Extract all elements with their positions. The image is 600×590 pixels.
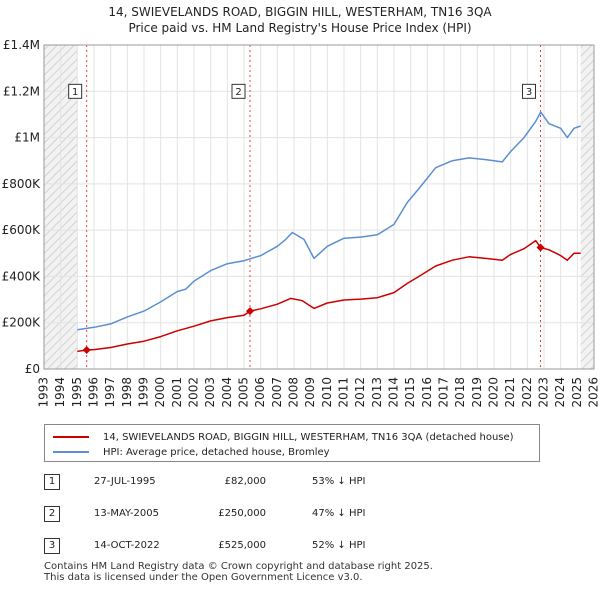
footer-copyright: Contains HM Land Registry data © Crown c… — [44, 561, 433, 572]
sale-marker-box — [522, 83, 536, 99]
sale-marker-label: 1 — [72, 87, 78, 98]
legend-label-property: 14, SWIEVELANDS ROAD, BIGGIN HILL, WESTE… — [103, 431, 514, 443]
x-tick-label: 2020 — [487, 377, 501, 408]
x-tick-label: 2013 — [370, 377, 384, 408]
x-tick-label: 1996 — [87, 377, 101, 408]
legend-swatch-property — [53, 436, 89, 438]
sale-hpi-diff: 47% ↓ HPI — [312, 508, 366, 519]
x-tick-label: 2016 — [420, 377, 434, 408]
x-tick-label: 2002 — [187, 377, 201, 408]
chart-subtitle: Price paid vs. HM Land Registry's House … — [128, 21, 472, 35]
price-chart: 1 2 3 1993 1994 1995 1996 1997 1998 1999 2000 2001… — [2, 38, 600, 408]
sale-marker-number: 2 — [44, 506, 60, 522]
x-tick-label: 2005 — [237, 377, 251, 408]
sale-price: £250,000 — [218, 508, 266, 519]
property-price-line — [77, 239, 581, 353]
sale-row: 1 27-JUL-1995 £82,000 53% ↓ HPI — [44, 474, 564, 492]
y-tick-label: £200K — [2, 316, 42, 330]
hatched-region — [580, 45, 594, 369]
sale-hpi-diff: 52% ↓ HPI — [312, 540, 366, 551]
sale-price: £82,000 — [224, 476, 266, 487]
sale-marker-box — [231, 83, 246, 99]
sale-date: 27-JUL-1995 — [94, 476, 156, 487]
chart-title-block: 14, SWIEVELANDS ROAD, BIGGIN HILL, WESTE… — [0, 4, 600, 36]
x-tick-label: 2012 — [353, 377, 367, 408]
sale-point — [536, 243, 545, 252]
y-tick-label: £600K — [2, 223, 42, 237]
x-tick-label: 2010 — [320, 377, 334, 408]
x-tick-label: 2008 — [287, 377, 301, 408]
x-tick-label: 2019 — [470, 377, 484, 408]
x-tick-label: 2026 — [587, 377, 600, 408]
legend: 14, SWIEVELANDS ROAD, BIGGIN HILL, WESTE… — [44, 424, 540, 462]
sale-hpi-diff: 53% ↓ HPI — [312, 476, 366, 487]
x-tick-label: 2011 — [337, 377, 351, 408]
x-tick-label: 2003 — [203, 377, 217, 408]
x-tick-label: 2014 — [387, 377, 401, 408]
x-tick-label: 2000 — [153, 377, 167, 408]
x-tick-label: 2017 — [437, 377, 451, 408]
y-tick-label: £1M — [14, 131, 40, 145]
sale-marker-label: 2 — [235, 87, 241, 98]
x-tick-label: 1998 — [120, 377, 134, 408]
sale-marker-label: 3 — [526, 87, 532, 98]
footer-licence: This data is licensed under the Open Gov… — [44, 572, 363, 583]
x-tick-label: 1994 — [53, 377, 67, 408]
sale-marker-box — [68, 83, 83, 99]
x-tick-label: 1997 — [103, 377, 117, 408]
sale-row: 2 13-MAY-2005 £250,000 47% ↓ HPI — [44, 506, 564, 524]
sale-point — [82, 346, 91, 355]
sale-point — [246, 307, 254, 316]
sale-row: 3 14-OCT-2022 £525,000 52% ↓ HPI — [44, 538, 564, 556]
hpi-line — [77, 111, 581, 331]
x-tick-label: 2015 — [403, 377, 417, 408]
plot-background — [44, 45, 594, 369]
x-tick-label: 1999 — [137, 377, 151, 408]
x-tick-label: 2001 — [170, 377, 184, 408]
legend-item-hpi: HPI: Average price, detached house, Brom… — [53, 445, 330, 459]
sale-date: 13-MAY-2005 — [94, 508, 160, 519]
legend-swatch-hpi — [53, 451, 89, 453]
chart-title: 14, SWIEVELANDS ROAD, BIGGIN HILL, WESTE… — [108, 5, 492, 19]
sale-price: £525,000 — [218, 540, 266, 551]
x-tick-label: 2007 — [270, 377, 284, 408]
x-tick-label: 2004 — [220, 377, 234, 408]
legend-item-property: 14, SWIEVELANDS ROAD, BIGGIN HILL, WESTE… — [53, 430, 514, 444]
x-tick-label: 1995 — [70, 377, 84, 408]
footer-attribution: Contains HM Land Registry data © Crown c… — [44, 561, 433, 583]
sale-date: 14-OCT-2022 — [94, 540, 160, 551]
y-tick-label: £1.2M — [3, 84, 40, 98]
sale-marker-number: 3 — [44, 538, 60, 554]
plot-frame — [43, 44, 595, 370]
x-tick-label: 1993 — [37, 377, 51, 408]
x-tick-label: 2006 — [253, 377, 267, 408]
y-tick-label: £0 — [25, 362, 40, 376]
x-tick-label: 2023 — [537, 377, 551, 408]
y-tick-label: £800K — [2, 177, 42, 191]
x-tick-label: 2018 — [453, 377, 467, 408]
x-tick-label: 2009 — [303, 377, 317, 408]
x-tick-label: 2022 — [520, 377, 534, 408]
x-tick-label: 2021 — [503, 377, 517, 408]
sale-marker-number: 1 — [44, 474, 60, 490]
x-tick-label: 2025 — [570, 377, 584, 408]
x-tick-label: 2024 — [553, 377, 567, 408]
y-tick-label: £1.4M — [3, 38, 40, 52]
y-tick-label: £400K — [2, 269, 42, 283]
legend-label-hpi: HPI: Average price, detached house, Brom… — [103, 446, 330, 458]
